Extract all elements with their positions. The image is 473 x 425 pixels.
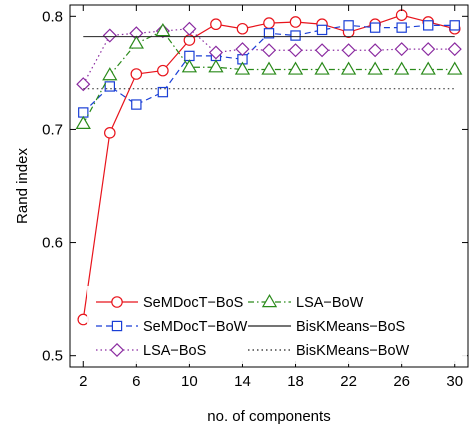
x-axis-ticks: 2 6 10 14 18 22 26 30 (79, 5, 463, 390)
data-point (208, 45, 223, 60)
series-2 (76, 21, 462, 92)
y-axis-ticks: 0.5 0.6 0.7 0.8 (42, 8, 468, 365)
data-point (157, 86, 169, 98)
data-point (261, 61, 277, 75)
legend-label: SeMDocT−BoS (143, 295, 243, 311)
x-tick-label: 6 (132, 373, 140, 390)
data-point (449, 20, 460, 31)
data-point (395, 9, 408, 21)
data-point (341, 43, 356, 58)
data-point (104, 127, 116, 139)
data-point (102, 28, 117, 43)
data-point (261, 43, 277, 58)
series-line (82, 30, 455, 125)
series-line (82, 28, 455, 85)
data-point (210, 18, 222, 31)
data-point (78, 107, 89, 118)
data-point (314, 61, 330, 75)
y-tick-label: 0.8 (42, 8, 63, 25)
legend-entry: SeMDocT−BoS (96, 295, 243, 311)
data-point (290, 30, 301, 41)
legend-label: SeMDocT−BoW (143, 319, 248, 335)
legend-label: BisKMeans−BoS (296, 319, 405, 335)
data-point (315, 43, 330, 58)
legend-marker (111, 320, 123, 332)
legend-label: LSA−BoS (143, 343, 206, 359)
y-tick-label: 0.5 (42, 348, 63, 365)
legend-marker (111, 296, 123, 308)
data-point (368, 43, 383, 58)
legend-entry: LSA−BoW (248, 294, 364, 311)
data-point (447, 42, 462, 57)
data-point (131, 99, 142, 110)
plot-frame (69, 4, 469, 368)
x-tick-label: 26 (393, 373, 410, 390)
legend-entry: BisKMeans−BoS (248, 319, 405, 335)
data-point (263, 17, 275, 29)
y-tick-label: 0.6 (42, 235, 63, 252)
data-point (367, 61, 383, 75)
data-point (208, 59, 224, 73)
data-point (421, 42, 436, 57)
data-point (447, 61, 463, 75)
data-point (289, 16, 302, 28)
x-tick-label: 30 (446, 373, 463, 390)
data-point (130, 68, 143, 80)
legend-marker (261, 294, 278, 308)
data-point (263, 28, 275, 39)
legend-label: LSA−BoW (296, 295, 364, 311)
data-point (288, 43, 303, 58)
x-axis-label: no. of components (207, 408, 330, 425)
series-line (82, 14, 455, 320)
y-axis-label: Rand index (14, 148, 31, 224)
legend-entry: SeMDocT−BoW (96, 319, 248, 335)
legend-label: BisKMeans−BoW (296, 343, 410, 359)
data-point (236, 22, 249, 35)
data-point (128, 35, 144, 49)
data-point (394, 42, 409, 57)
data-point (181, 59, 198, 73)
legend-background (87, 286, 467, 364)
data-point (104, 81, 115, 92)
x-tick-label: 22 (340, 373, 357, 390)
series-3 (75, 23, 463, 129)
data-point (423, 20, 434, 31)
data-point (155, 23, 171, 37)
data-point (420, 61, 436, 75)
legend-marker (109, 342, 125, 358)
data-point (182, 21, 197, 36)
data-point (396, 22, 407, 33)
data-point (369, 22, 381, 33)
data-point (394, 61, 410, 75)
legend: SeMDocT−BoS SeMDocT−BoW LSA−BoS LSA−BoW BisK… (87, 286, 467, 364)
data-point (75, 115, 91, 129)
data-point (343, 20, 354, 31)
x-tick-label: 14 (234, 373, 251, 390)
data-point (102, 67, 118, 81)
legend-entry: BisKMeans−BoW (248, 343, 410, 359)
plot-area (69, 4, 469, 368)
y-tick-label: 0.7 (42, 121, 63, 138)
data-point (157, 64, 169, 77)
data-point (235, 42, 250, 57)
series-layer (75, 9, 463, 326)
data-point (234, 61, 251, 75)
legend-entry: LSA−BoS (96, 342, 206, 359)
data-point (287, 61, 304, 75)
data-point (184, 50, 195, 62)
data-point (316, 24, 328, 36)
x-tick-label: 2 (79, 373, 87, 390)
x-tick-label: 10 (181, 373, 198, 390)
data-point (76, 77, 91, 92)
x-tick-label: 18 (287, 373, 304, 390)
data-point (340, 61, 357, 75)
data-point (77, 313, 90, 326)
